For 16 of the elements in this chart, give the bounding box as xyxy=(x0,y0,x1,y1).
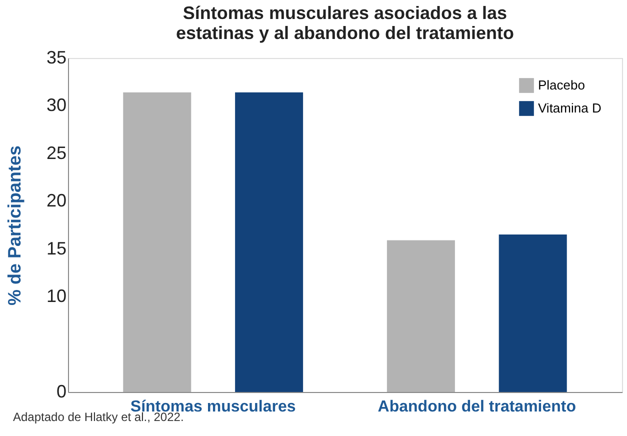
bar xyxy=(235,92,304,392)
y-axis-title: % de Participantes xyxy=(4,145,24,306)
y-tick-label: 10 xyxy=(46,286,66,306)
x-tick-label: Abandono del tratamiento xyxy=(378,398,576,416)
y-tick-label: 0 xyxy=(56,382,66,402)
y-tick-label: 30 xyxy=(46,95,66,116)
legend-label: Vitamina D xyxy=(538,100,602,116)
y-tick-label: 25 xyxy=(46,142,66,163)
y-tick-label: 15 xyxy=(46,238,66,258)
y-tick-label: 20 xyxy=(46,190,66,211)
y-tick-label: 35 xyxy=(46,48,66,68)
bar xyxy=(386,240,455,392)
bar xyxy=(498,234,567,392)
chart-title: Síntomas musculares asociados a las estatinas y al abandono del tratamiento xyxy=(176,3,514,43)
bar xyxy=(123,92,192,392)
legend-label: Placebo xyxy=(538,78,585,92)
